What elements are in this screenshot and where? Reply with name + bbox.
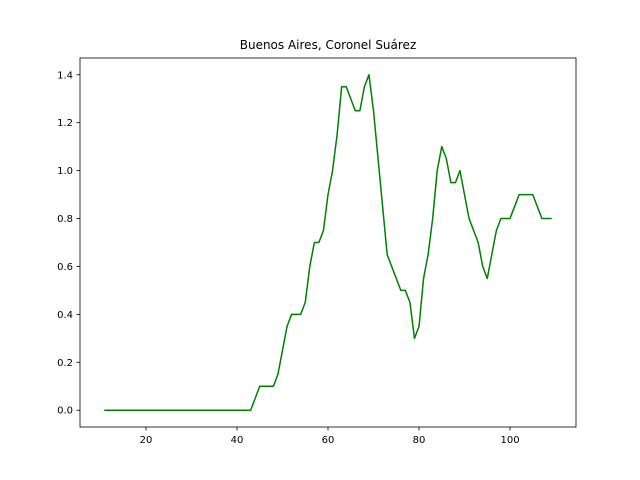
series-layer <box>104 74 552 411</box>
x-tick-label: 80 <box>413 435 426 446</box>
y-tick-label: 0.8 <box>57 214 73 225</box>
y-tick-label: 1.0 <box>57 166 73 177</box>
x-tick-label: 60 <box>322 435 335 446</box>
x-axis: 20 40 60 80 100 <box>140 427 520 446</box>
series-line-0 <box>104 74 552 411</box>
y-tick-label: 1.2 <box>57 118 73 129</box>
plot-frame <box>79 57 577 428</box>
x-tick-label: 40 <box>231 435 244 446</box>
y-tick-label: 0.4 <box>57 310 73 321</box>
x-tick-label: 100 <box>500 435 519 446</box>
y-tick-label: 1.4 <box>57 70 73 81</box>
x-tick-label: 20 <box>140 435 153 446</box>
y-tick-label: 0.6 <box>57 262 73 273</box>
y-tick-label: 0.0 <box>57 406 73 417</box>
y-tick-label: 0.2 <box>57 358 73 369</box>
chart-title: Buenos Aires, Coronel Suárez <box>240 38 417 52</box>
y-axis: 0.0 0.2 0.4 0.6 0.8 1.0 1.2 1.4 <box>57 70 80 417</box>
